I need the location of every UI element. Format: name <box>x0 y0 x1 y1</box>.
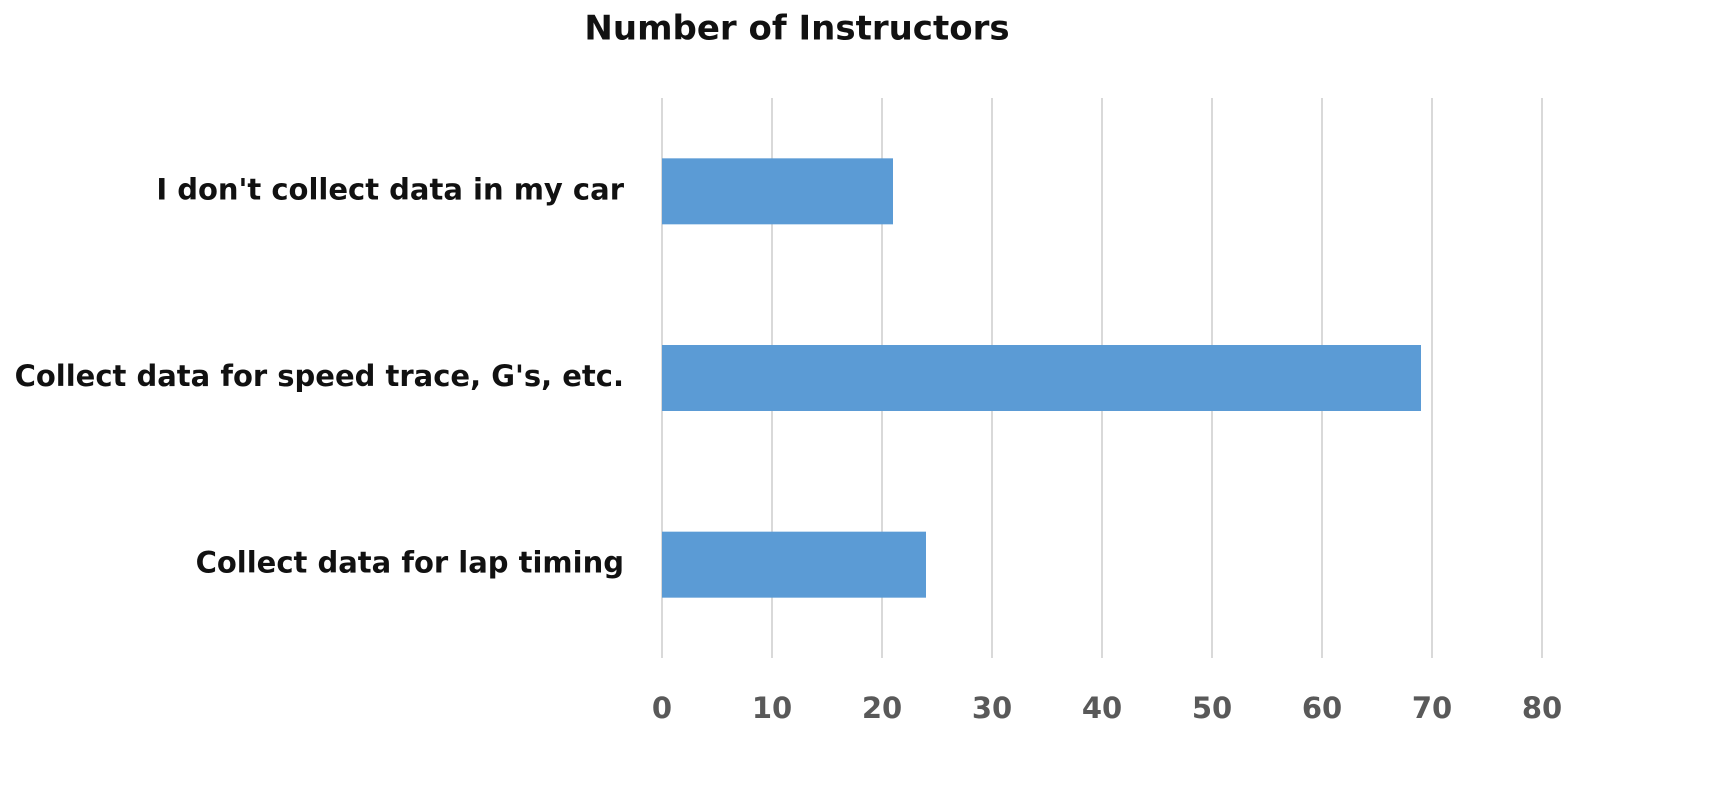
x-tick-label: 70 <box>1412 691 1452 725</box>
y-tick-label: I don't collect data in my car <box>156 172 624 206</box>
y-tick-label: Collect data for speed trace, G's, etc. <box>15 359 624 393</box>
x-tick-label: 0 <box>652 691 672 725</box>
y-tick-label: Collect data for lap timing <box>196 546 624 580</box>
x-tick-label: 20 <box>862 691 902 725</box>
bar <box>662 345 1421 411</box>
x-tick-label: 80 <box>1522 691 1562 725</box>
x-tick-label: 50 <box>1192 691 1232 725</box>
chart-title: Number of Instructors <box>584 9 1009 49</box>
bar <box>662 531 926 598</box>
x-tick-label: 10 <box>752 691 792 725</box>
bar <box>662 158 893 225</box>
x-tick-label: 60 <box>1302 691 1342 725</box>
x-tick-label: 30 <box>972 691 1012 725</box>
x-tick-label: 40 <box>1082 691 1122 725</box>
